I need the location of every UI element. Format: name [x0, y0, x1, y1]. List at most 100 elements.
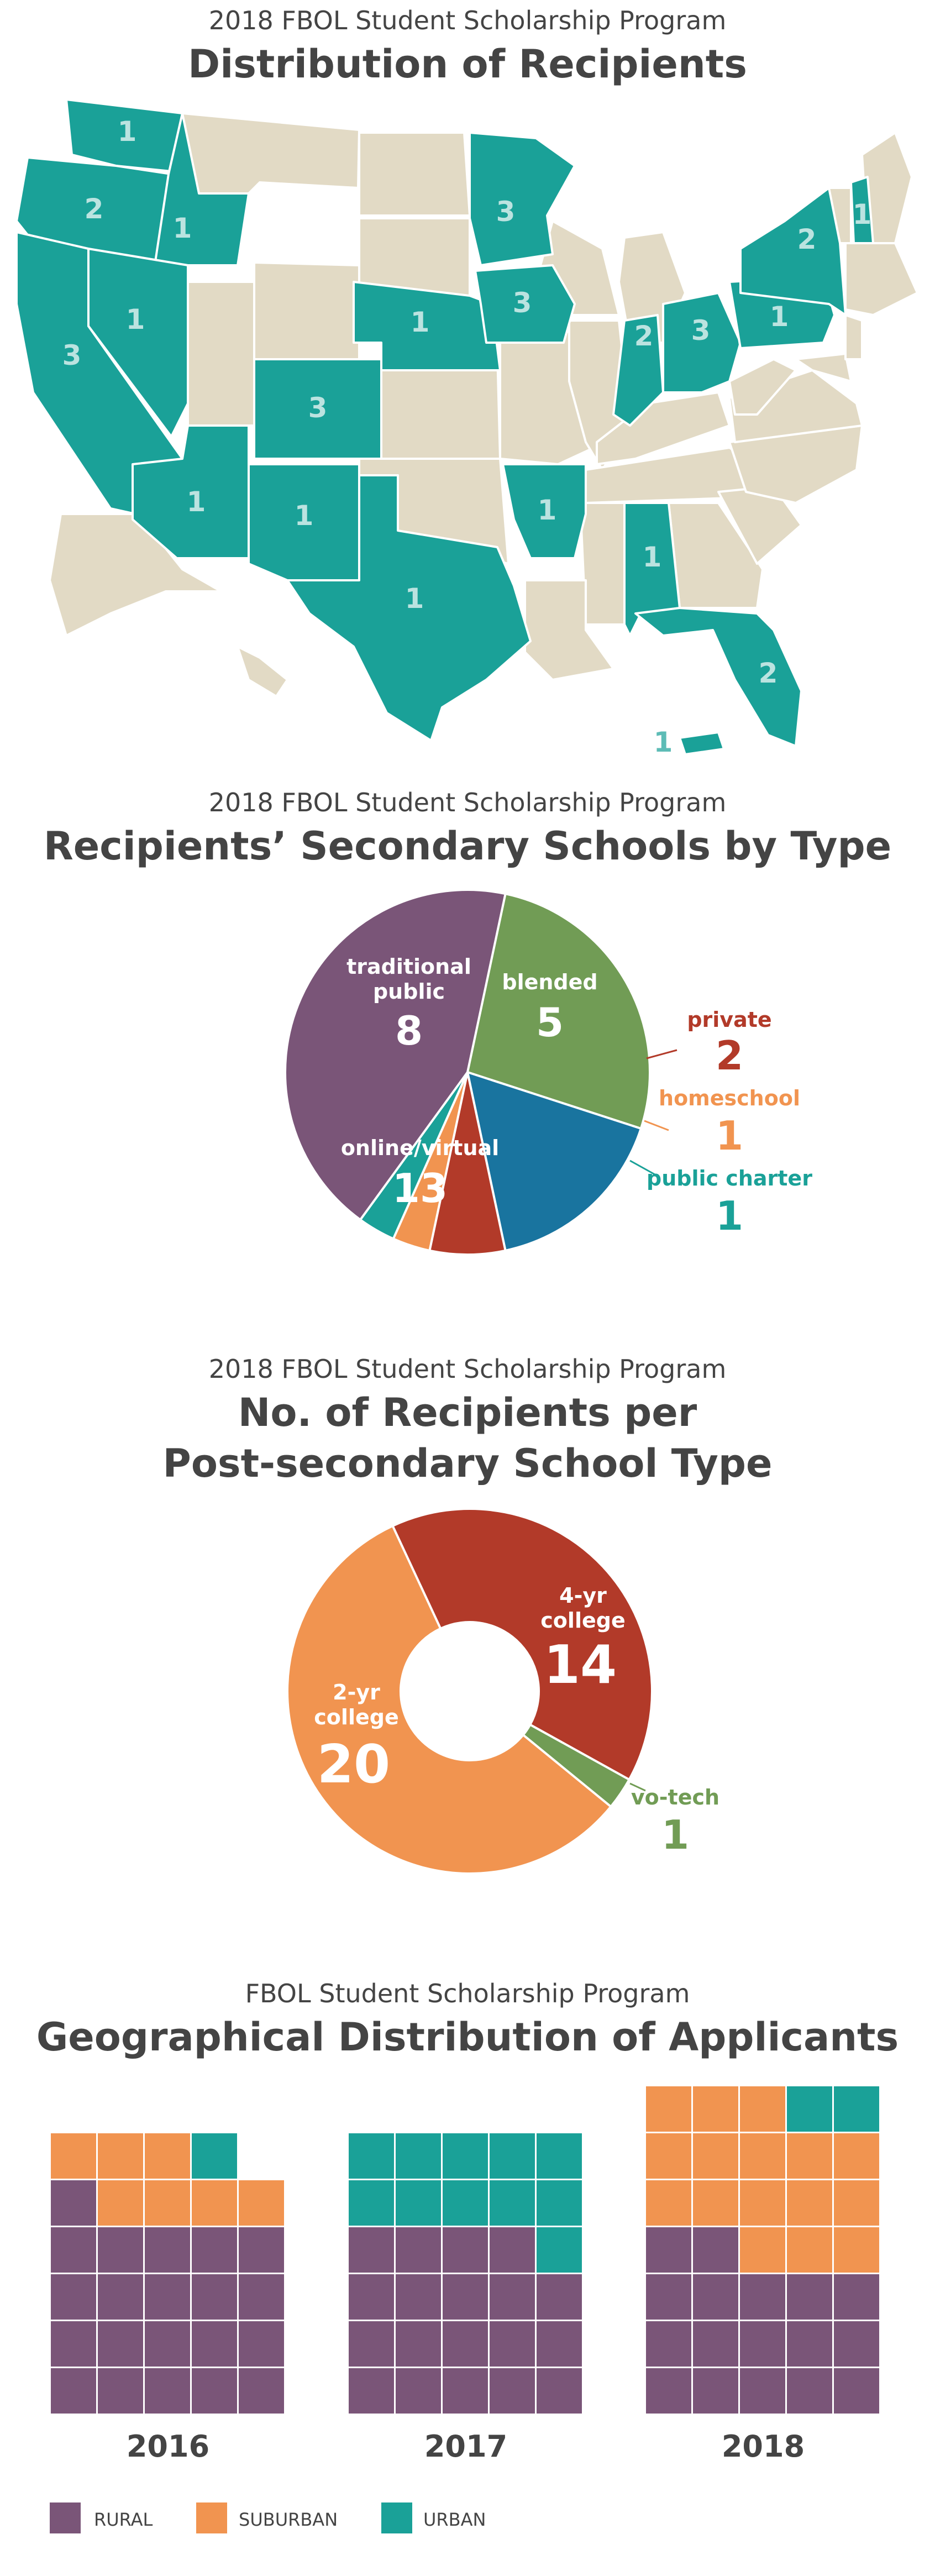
waffle-cell-2016-rural: [192, 2321, 237, 2367]
donut-label-2yr-1: 2-yr: [333, 1680, 380, 1704]
legend-label-urban: URBAN: [423, 2509, 486, 2530]
waffle-cell-2018-suburban: [740, 2180, 785, 2226]
map-label-nm: 1: [295, 500, 314, 532]
waffle-cell-2018-suburban: [834, 2180, 879, 2226]
state-co: [253, 358, 382, 460]
waffle-cell-2018-rural: [646, 2274, 691, 2320]
pie-value-traditional-public: 8: [395, 1008, 423, 1054]
waffle-cell-2017-rural: [396, 2274, 441, 2320]
waffle-cell-2018-rural: [787, 2321, 832, 2367]
waffle-cell-2016-rural: [192, 2368, 237, 2414]
waffle-cell-2018-rural: [646, 2321, 691, 2367]
donut-chart: 4-yr college 14 2-yr college 20 vo-tech …: [286, 1508, 719, 1875]
waffle-cell-2017-urban: [349, 2180, 394, 2226]
waffle-cell-2018-rural: [740, 2274, 785, 2320]
map-label-nh: 1: [853, 198, 872, 230]
waffle-cell-2018-rural: [646, 2368, 691, 2414]
map-label-pa: 1: [770, 301, 789, 333]
waffle-cell-2016-rural: [98, 2368, 143, 2414]
waffle-cell-2018-suburban: [646, 2180, 691, 2226]
waffle-cell-2016-rural: [98, 2274, 143, 2320]
pie-subtitle: 2018 FBOL Student Scholarship Program: [208, 788, 727, 817]
pie-slice-private: [428, 1072, 507, 1256]
donut-slice-4-yr-college: [391, 1508, 653, 1781]
waffle-cell-2016-rural: [239, 2368, 284, 2414]
pie-slice-blended: [466, 1071, 643, 1252]
legend-label-suburban: SUBURBAN: [239, 2509, 338, 2530]
map-label-co: 3: [308, 392, 328, 424]
waffle-cell-2016-rural: [192, 2274, 237, 2320]
state-new-england: [844, 242, 918, 316]
state-ar: [502, 463, 587, 559]
waffle-title: Geographical Distribution of Applicants: [36, 2014, 899, 2060]
waffle-cell-2016-suburban: [192, 2180, 237, 2226]
state-wv: [728, 358, 797, 416]
waffle-cell-2016-rural: [192, 2227, 237, 2273]
waffle-cell-2016-suburban: [98, 2133, 143, 2179]
waffle-chart: 2016 2017 2018 RURAL SUBURBAN URBAN: [50, 2086, 879, 2533]
waffle-cell-2017-urban: [443, 2180, 488, 2226]
waffle-cell-2017-rural: [443, 2227, 488, 2273]
leader-homeschool: [644, 1120, 669, 1131]
pie-chart: traditional public 8 blended 5 private 2…: [284, 889, 812, 1256]
waffle-cell-2018-rural: [693, 2321, 738, 2367]
map-label-in: 2: [634, 320, 654, 352]
state-in: [612, 314, 664, 427]
state-id: [154, 112, 250, 266]
donut-subtitle: 2018 FBOL Student Scholarship Program: [208, 1354, 727, 1384]
waffle-cell-2017-rural: [443, 2321, 488, 2367]
pie-label-private: private: [687, 1008, 771, 1032]
waffle-cell-2017-rural: [537, 2321, 582, 2367]
waffle-cell-2018-suburban: [740, 2133, 785, 2179]
waffle-cell-2018-suburban: [646, 2133, 691, 2179]
state-nj: [844, 314, 863, 360]
state-wy: [253, 261, 360, 360]
waffle-cell-2017-urban: [490, 2180, 535, 2226]
waffle-cell-2018-urban: [787, 2086, 832, 2132]
state-tx: [286, 474, 532, 742]
waffle-cell-2018-rural: [834, 2368, 879, 2414]
map-label-fl: 2: [759, 657, 778, 689]
waffle-cell-2018-urban: [834, 2086, 879, 2132]
waffle-cell-2017-urban: [490, 2133, 535, 2179]
map-label-oh: 3: [691, 314, 711, 347]
pie-label-online-virtual: online/virtual: [341, 1136, 499, 1160]
donut-label-vo-tech: vo-tech: [631, 1785, 719, 1809]
waffle-cell-2017-urban: [537, 2227, 582, 2273]
state-nv: [87, 248, 189, 438]
waffle-cell-2017-rural: [396, 2227, 441, 2273]
waffle-cell-2018-suburban: [646, 2086, 691, 2132]
map-value-labels: 1 2 1 3 1 1 3 1 1 1 3 3 1 2 3 1 2 1 2 1: [62, 116, 872, 689]
waffle-cell-2016-rural: [239, 2321, 284, 2367]
waffle-cell-2017-urban: [396, 2133, 441, 2179]
waffle-cell-2016-urban: [192, 2133, 237, 2179]
waffle-cell-2018-rural: [693, 2227, 738, 2273]
waffle-cell-2018-rural: [740, 2321, 785, 2367]
pie-slice-traditional-public: [466, 892, 651, 1130]
waffle-subtitle: FBOL Student Scholarship Program: [245, 1979, 690, 2008]
waffle-cell-2016-rural: [51, 2227, 96, 2273]
waffle-cell-2016-rural: [51, 2274, 96, 2320]
map-label-ne: 1: [411, 306, 430, 338]
state-hi: [237, 646, 288, 697]
waffle-cell-2017-rural: [537, 2368, 582, 2414]
waffle-cell-2018-rural: [693, 2274, 738, 2320]
state-la: [524, 579, 614, 681]
pie-label-homeschool: homeschool: [659, 1086, 800, 1110]
waffle-cell-2017-urban: [396, 2180, 441, 2226]
state-ny: [739, 187, 847, 316]
waffle-cell-2018-suburban: [693, 2180, 738, 2226]
waffle-cell-2018-rural: [693, 2368, 738, 2414]
waffle-cell-2018-rural: [787, 2368, 832, 2414]
waffle-cell-2018-rural: [787, 2274, 832, 2320]
waffle-cell-2016-rural: [51, 2368, 96, 2414]
waffle-cell-2018-suburban: [740, 2086, 785, 2132]
map-label-ia: 3: [513, 287, 532, 319]
state-nh: [850, 176, 874, 244]
pie-label-public-charter: public charter: [647, 1166, 812, 1190]
waffle-cell-2017-rural: [396, 2321, 441, 2367]
donut-value-vo-tech: 1: [661, 1812, 689, 1858]
waffle-cell-2017-rural: [490, 2368, 535, 2414]
waffle-cell-2017-urban: [349, 2133, 394, 2179]
pie-leader-lines: [629, 1049, 677, 1176]
